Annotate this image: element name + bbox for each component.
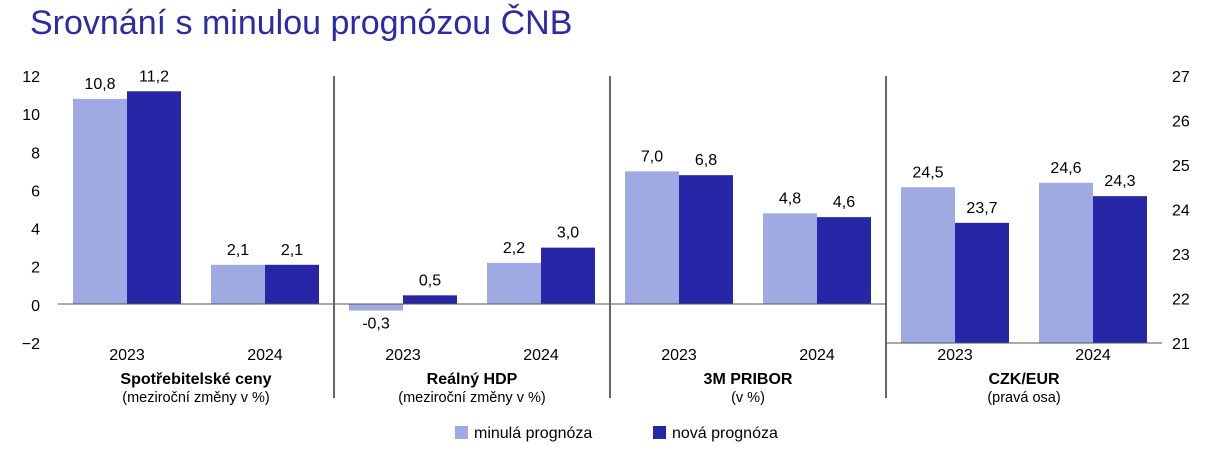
data-label: 3,0: [557, 225, 579, 242]
bar-nová: [127, 91, 181, 304]
category-label: 2023: [109, 347, 145, 364]
left-axis-tick-label: 10: [22, 107, 40, 124]
bar-minulá: [763, 213, 817, 304]
left-axis-tick-label: 6: [31, 183, 40, 200]
category-label: 2023: [385, 347, 421, 364]
data-label: 24,6: [1050, 160, 1081, 177]
group-label: Reálný HDP: [427, 371, 518, 388]
data-label: -0,3: [362, 316, 390, 333]
data-label: 24,3: [1104, 173, 1135, 190]
bar-minulá: [487, 262, 541, 304]
left-axis-tick-label: 12: [22, 69, 40, 86]
legend-label: minulá prognóza: [474, 425, 592, 442]
right-axis-tick-label: 23: [1172, 247, 1190, 264]
right-axis-tick-label: 21: [1172, 336, 1190, 353]
data-label: 2,1: [227, 242, 249, 259]
data-label: 2,2: [503, 240, 525, 257]
right-axis-tick-label: 26: [1172, 114, 1190, 131]
data-label: 4,8: [779, 190, 801, 207]
category-label: 2023: [937, 347, 973, 364]
bar-minulá: [73, 98, 127, 304]
left-axis-tick-label: −2: [22, 336, 40, 353]
legend-swatch: [455, 426, 468, 439]
right-axis-tick-label: 22: [1172, 292, 1190, 309]
group-note: (pravá osa): [987, 390, 1060, 406]
group-label: CZK/EUR: [988, 371, 1060, 388]
bar-nová: [1093, 196, 1147, 343]
left-axis-tick-label: 0: [31, 298, 40, 315]
bar-nová: [955, 222, 1009, 343]
bar-minulá: [625, 171, 679, 304]
right-axis-tick-label: 24: [1172, 203, 1190, 220]
category-label: 2024: [247, 347, 283, 364]
bar-nová: [265, 264, 319, 304]
bar-minulá: [349, 304, 403, 311]
left-axis-tick-label: 4: [31, 222, 40, 239]
data-label: 2,1: [281, 242, 303, 259]
category-label: 2024: [799, 347, 835, 364]
group-note: (meziroční změny v %): [122, 390, 269, 406]
right-axis-tick-label: 25: [1172, 158, 1190, 175]
bar-nová: [403, 295, 457, 304]
legend-swatch: [653, 426, 666, 439]
category-label: 2024: [1075, 347, 1111, 364]
bar-minulá: [901, 187, 955, 343]
data-label: 10,8: [84, 76, 115, 93]
bar-nová: [541, 247, 595, 304]
group-label: 3M PRIBOR: [704, 371, 793, 388]
bar-nová: [679, 175, 733, 304]
chart-title: Srovnání s minulou prognózou ČNB: [30, 4, 573, 42]
bar-nová: [817, 217, 871, 304]
category-label: 2023: [661, 347, 697, 364]
data-label: 24,5: [912, 164, 943, 181]
bar-minulá: [211, 264, 265, 304]
group-note: (v %): [731, 390, 765, 406]
group-note: (meziroční změny v %): [398, 390, 545, 406]
data-label: 23,7: [966, 200, 997, 217]
left-axis-tick-label: 8: [31, 145, 40, 162]
left-axis-tick-label: 2: [31, 260, 40, 277]
data-label: 0,5: [419, 272, 441, 289]
category-label: 2024: [523, 347, 559, 364]
right-axis-tick-label: 27: [1172, 69, 1190, 86]
data-label: 11,2: [139, 68, 169, 85]
legend-label: nová prognóza: [672, 425, 778, 442]
data-label: 6,8: [695, 152, 717, 169]
group-label: Spotřebitelské ceny: [120, 371, 271, 388]
data-label: 7,0: [641, 148, 663, 165]
data-label: 4,6: [833, 194, 855, 211]
bar-minulá: [1039, 182, 1093, 343]
